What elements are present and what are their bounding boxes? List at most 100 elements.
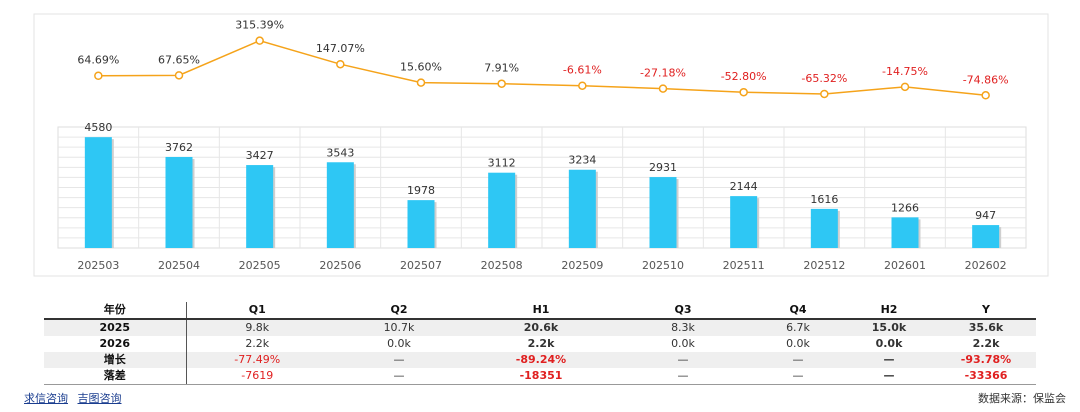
cell: 15.0k (842, 319, 936, 336)
cell: 9.8k (186, 319, 328, 336)
cell: -7619 (186, 368, 328, 385)
header-y: Y (936, 302, 1036, 320)
growth-label: -74.86% (963, 73, 1009, 86)
header-h1: H1 (470, 302, 612, 320)
table-row: 增长 -77.49% — -89.24% — — — -93.78% (44, 352, 1036, 368)
link-jitu[interactable]: 吉图咨询 (77, 392, 122, 405)
x-tick-label: 202509 (561, 259, 603, 272)
cell: 10.7k (328, 319, 470, 336)
growth-point-202602 (981, 91, 990, 100)
link-qiuxin[interactable]: 求信咨询 (24, 392, 68, 405)
row-label: 2026 (44, 336, 187, 352)
growth-label: -14.75% (882, 65, 928, 78)
cell: — (328, 368, 470, 385)
x-tick-label: 202511 (723, 259, 765, 272)
table-row: 2025 9.8k 10.7k 20.6k 8.3k 6.7k 15.0k 35… (44, 319, 1036, 336)
growth-point-202509 (578, 81, 587, 90)
growth-label: 64.69% (77, 54, 119, 67)
bar-value-label: 3234 (568, 154, 596, 167)
cell: -89.24% (470, 352, 612, 368)
bar-202504 (165, 156, 193, 248)
x-tick-label: 202504 (158, 259, 200, 272)
cell: — (328, 352, 470, 368)
x-tick-label: 202505 (239, 259, 281, 272)
bar-202505 (246, 165, 274, 248)
bar-value-label: 4580 (84, 121, 112, 134)
growth-label: 315.39% (235, 19, 284, 32)
x-tick-label: 202510 (642, 259, 684, 272)
combo-chart: 4580 3762 3427 3543 1978 3112 3234 2931 2144 1616… (33, 13, 1049, 277)
bar-202509 (568, 169, 596, 248)
growth-point-202510 (658, 84, 668, 93)
line-series: 64.69% 67.65% 315.39% 147.07% 15.60% 7.91% -6.… (77, 19, 1009, 100)
bar-202601 (891, 217, 919, 248)
cell: 0.0k (671, 337, 695, 350)
cell: 2.2k (972, 337, 1000, 350)
cell: — (754, 368, 842, 385)
cell: -77.49% (186, 352, 328, 368)
cell: — (612, 352, 754, 368)
x-tick-label: 202512 (803, 259, 845, 272)
bar-202508 (488, 172, 516, 248)
bar-202503 (84, 137, 112, 248)
bar-202510 (649, 177, 677, 248)
data-source: 数据来源：保监会 (978, 392, 1066, 405)
growth-label: -27.18% (640, 67, 686, 80)
growth-label: 67.65% (158, 53, 200, 66)
bar-value-label: 3112 (488, 157, 516, 170)
bar-value-label: 2144 (730, 180, 758, 193)
cell: 0.0k (875, 337, 903, 350)
cell: 0.0k (786, 337, 810, 350)
bar-series: 4580 3762 3427 3543 1978 3112 3234 2931 2144 1616… (84, 121, 1002, 248)
bar-value-label: 3762 (165, 141, 193, 154)
row-label: 2025 (44, 319, 187, 336)
cell: -93.78% (936, 352, 1036, 368)
bar-202506 (326, 162, 354, 248)
bar-value-label: 1616 (810, 193, 838, 206)
table-row: 2026 2.2k 0.0k 2.2k 0.0k 0.0k 0.0k 2.2k (44, 336, 1036, 352)
cell: — (612, 368, 754, 385)
x-axis-ticks: 202503 202504 202505 202506 202507 202508 2025… (77, 259, 1006, 272)
header-year: 年份 (44, 302, 187, 320)
header-q2: Q2 (328, 302, 470, 320)
growth-point-202601 (900, 82, 910, 92)
bar-value-label: 3543 (326, 146, 354, 159)
table-row: 落差 -7619 — -18351 — — — -33366 (44, 368, 1036, 385)
table-header-row: 年份 Q1 Q2 H1 Q3 Q4 H2 Y (44, 302, 1036, 320)
growth-point-202506 (336, 59, 345, 69)
header-h2: H2 (842, 302, 936, 320)
growth-point-202504 (174, 71, 184, 80)
cell: 8.3k (612, 319, 754, 336)
growth-label: 7.91% (484, 62, 519, 75)
bar-value-label: 1266 (891, 201, 919, 214)
cell: 2.2k (245, 337, 270, 350)
cell: -18351 (470, 368, 612, 385)
growth-point-202505 (255, 36, 264, 45)
cell: 0.0k (387, 337, 411, 350)
x-tick-label: 202507 (400, 259, 442, 272)
bar-202512 (810, 208, 838, 248)
bar-gridlines (57, 126, 1027, 249)
x-tick-label: 202508 (481, 259, 523, 272)
bar-202602 (972, 225, 1000, 248)
header-q1: Q1 (186, 302, 328, 320)
bar-202511 (730, 196, 758, 248)
x-tick-label: 202602 (965, 259, 1007, 272)
growth-point-202503 (94, 71, 103, 80)
growth-label: 147.07% (316, 42, 365, 55)
growth-label: -52.80% (721, 70, 767, 83)
growth-label: -65.32% (801, 72, 847, 85)
cell: 2.2k (527, 337, 555, 350)
row-label: 增长 (44, 352, 187, 368)
growth-point-202511 (739, 87, 748, 97)
growth-point-202512 (820, 89, 829, 99)
x-tick-label: 202601 (884, 259, 926, 272)
chart-frame (33, 13, 1049, 277)
summary-table: 年份 Q1 Q2 H1 Q3 Q4 H2 Y 2025 9.8k 10.7k 2… (44, 302, 1036, 385)
bar-202507 (407, 200, 435, 248)
bar-value-label: 1978 (407, 184, 435, 197)
growth-label: -6.61% (563, 64, 602, 77)
bar-value-label: 3427 (246, 149, 274, 162)
growth-point-202507 (416, 78, 426, 87)
x-tick-label: 202506 (319, 259, 361, 272)
